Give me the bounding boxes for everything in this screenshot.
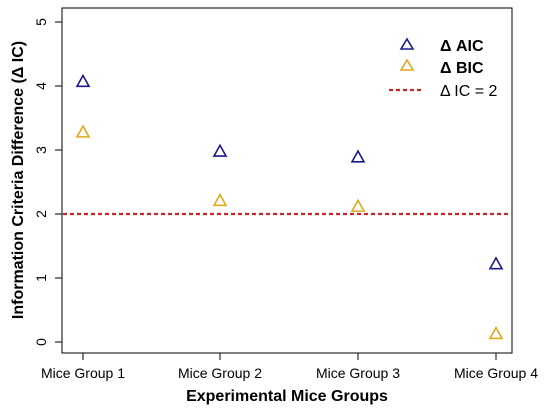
bic-point [488,326,504,340]
data-points [75,73,504,340]
bic-point [212,192,228,207]
aic-point [212,143,228,157]
aic-point [488,256,504,270]
y-axis-title: Information Criteria Difference (Δ IC) [10,41,27,319]
bic-point [75,124,91,138]
legend-bic-marker [399,58,415,71]
aic-point [350,149,366,163]
bic-point [350,198,366,212]
x-tick-label: Mice Group 3 [316,365,400,381]
x-axis: Mice Group 1 Mice Group 2 Mice Group 3 Mice… [41,352,538,381]
x-tick-label: Mice Group 2 [178,365,262,381]
y-tick-label: 0 [33,338,49,346]
y-tick-label: 1 [33,274,49,282]
legend-ref-label: Δ IC = 2 [440,83,497,100]
x-axis-title: Experimental Mice Groups [186,388,388,405]
legend: Δ AIC Δ BIC Δ IC = 2 [389,37,497,100]
legend-bic-label: Δ BIC [440,60,484,77]
y-tick-label: 2 [33,210,49,218]
x-tick-label: Mice Group 4 [454,365,538,381]
y-axis: 0 1 2 3 4 5 [33,18,63,346]
aic-point [75,73,91,88]
y-tick-label: 3 [33,146,49,154]
y-tick-label: 4 [33,82,49,90]
legend-aic-label: Δ AIC [440,38,484,55]
y-tick-label: 5 [33,18,49,26]
x-tick-label: Mice Group 1 [41,365,125,381]
legend-aic-marker [399,37,415,50]
